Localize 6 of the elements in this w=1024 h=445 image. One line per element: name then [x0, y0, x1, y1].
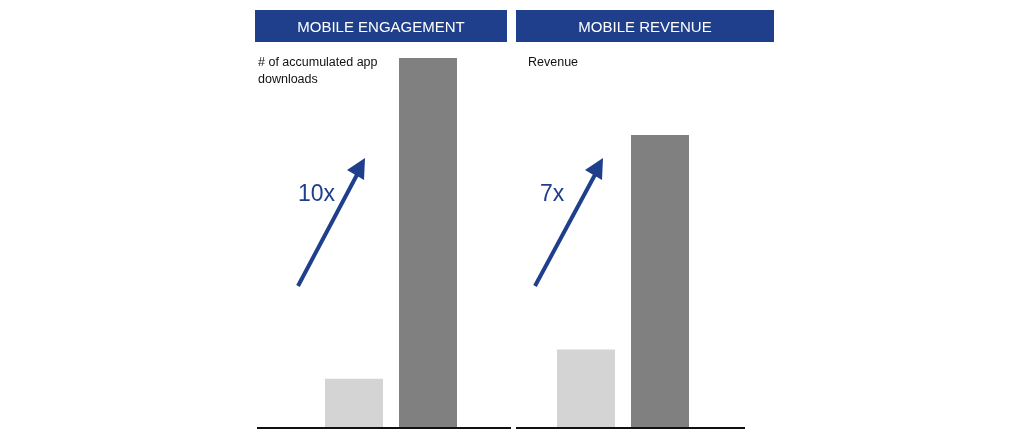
y-axis-title: Revenue — [528, 54, 580, 71]
chart-title: MOBILE ENGAGEMENT — [255, 10, 507, 42]
y-axis-title: # of accumulated app downloads — [258, 54, 378, 88]
annotation: 7x — [540, 180, 565, 207]
annotation: 10x — [298, 180, 336, 207]
chart-title: MOBILE REVENUE — [516, 10, 774, 42]
